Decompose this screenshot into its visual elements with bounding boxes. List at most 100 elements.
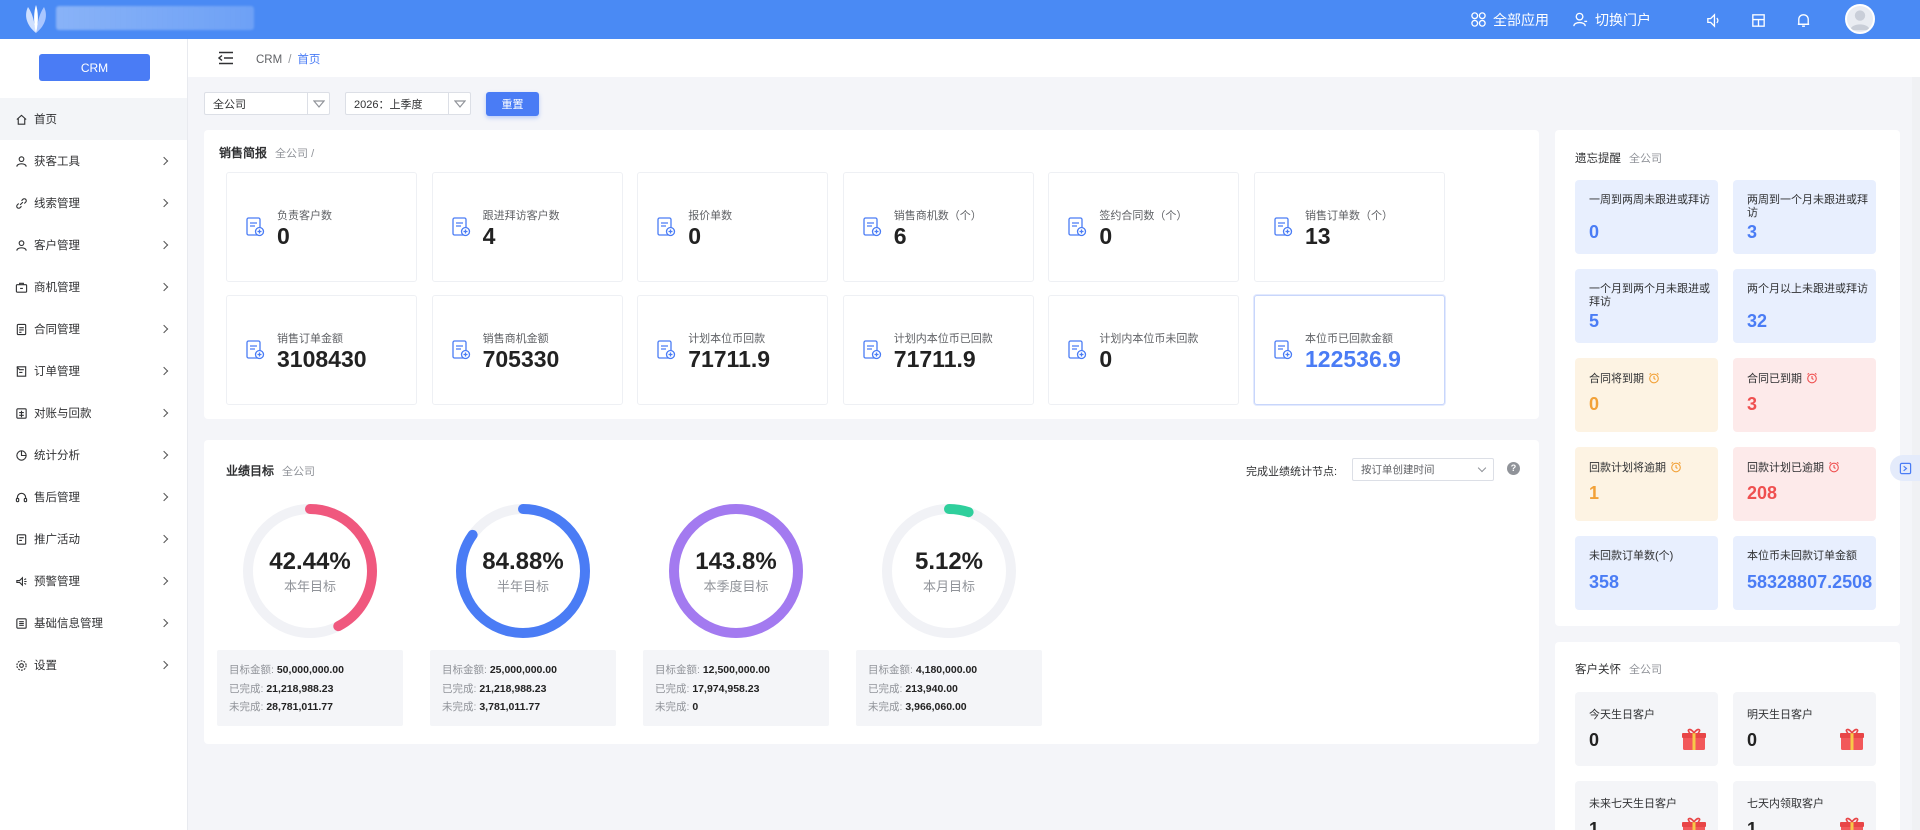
- reminder-card[interactable]: 回款计划已逾期 208: [1733, 447, 1876, 521]
- sidebar-item-3[interactable]: 客户管理: [0, 224, 187, 266]
- sidebar-item-13[interactable]: 设置: [0, 644, 187, 686]
- breadcrumb-current: 首页: [297, 54, 321, 66]
- gauge-progress: [669, 504, 803, 638]
- switch-portal-link[interactable]: 切换门户: [1572, 10, 1657, 30]
- reminder-card[interactable]: 合同将到期 0: [1575, 358, 1718, 432]
- all-apps-link[interactable]: 全部应用: [1470, 10, 1560, 30]
- stat-document-icon: [654, 215, 678, 239]
- reminder-card[interactable]: 两周到一个月未跟进或拜访 3: [1733, 180, 1876, 254]
- care-value: 0: [1747, 730, 1758, 750]
- reminders-title: 遗忘提醒 全公司: [1575, 150, 1662, 166]
- sidebar-item-0[interactable]: 首页: [0, 98, 187, 140]
- briefcase-icon: [14, 280, 28, 294]
- stat-document-icon: [449, 215, 473, 239]
- gauge-percent: 84.88%: [482, 548, 564, 575]
- reminder-card[interactable]: 一周到两周未跟进或拜访 0: [1575, 180, 1718, 254]
- sidebar-item-12[interactable]: 基础信息管理: [0, 602, 187, 644]
- stat-value: 122536.9: [1305, 346, 1401, 372]
- notification-button[interactable]: [1793, 10, 1813, 30]
- avatar-icon: [1850, 10, 1870, 31]
- chevron-right-icon: [159, 366, 169, 376]
- page-scrollbar[interactable]: [1912, 77, 1920, 830]
- contract-icon: [14, 322, 28, 336]
- gauge-label: 半年目标: [496, 579, 549, 594]
- sidebar-item-6[interactable]: 订单管理: [0, 350, 187, 392]
- stat-card[interactable]: 销售商机金额 705330: [431, 295, 623, 405]
- user-icon: [1573, 12, 1588, 27]
- side-float-button[interactable]: [1890, 455, 1920, 481]
- stat-card[interactable]: 销售订单金额 3108430: [226, 295, 417, 405]
- sidebar-item-label: 设置: [34, 660, 57, 672]
- sidebar-item-4[interactable]: 商机管理: [0, 266, 187, 308]
- sidebar-item-1[interactable]: 获客工具: [0, 140, 187, 182]
- sidebar-item-7[interactable]: 对账与回款: [0, 392, 187, 434]
- stat-card[interactable]: 负责客户数 0: [226, 172, 417, 282]
- reminder-card[interactable]: 一个月到两个月未跟进或拜访 5: [1575, 269, 1718, 343]
- stat-node-select[interactable]: 按订单创建时间: [1352, 458, 1494, 481]
- undone-amount-value: 0: [692, 701, 699, 713]
- user-avatar[interactable]: [1845, 4, 1875, 34]
- target-amount-key: 目标金额:: [229, 664, 274, 676]
- help-icon[interactable]: ?: [1507, 462, 1520, 475]
- done-amount-key: 已完成:: [442, 682, 477, 695]
- company-select[interactable]: 全公司: [204, 92, 330, 115]
- sidebar-item-2[interactable]: 线索管理: [0, 182, 187, 224]
- reminder-card[interactable]: 两个月以上未跟进或拜访 32: [1733, 269, 1876, 343]
- done-amount-value: 21,218,988.23: [266, 682, 334, 695]
- stat-card[interactable]: 跟进拜访客户数 4: [431, 172, 623, 282]
- breadcrumb-root[interactable]: CRM: [256, 54, 283, 66]
- stat-card[interactable]: 本位币已回款金额 122536.9: [1254, 295, 1445, 405]
- stat-card[interactable]: 报价单数 0: [637, 172, 829, 282]
- reminder-card[interactable]: 本位币未回款订单金额 58328807.2508: [1733, 536, 1876, 610]
- company-logo-icon[interactable]: [20, 3, 52, 35]
- undone-amount-key: 未完成:: [655, 701, 690, 713]
- care-card[interactable]: 未来七天生日客户 1: [1575, 781, 1718, 830]
- sidebar-item-11[interactable]: 预警管理: [0, 560, 187, 602]
- gear-icon: [14, 658, 28, 672]
- receipt-icon: [14, 406, 28, 420]
- stat-card[interactable]: 计划内本位币已回款 71711.9: [842, 295, 1034, 405]
- reminder-card[interactable]: 合同已到期 3: [1733, 358, 1876, 432]
- stat-card[interactable]: 销售商机数（个） 6: [842, 172, 1034, 282]
- expand-icon: [1899, 462, 1911, 474]
- stat-card[interactable]: 签约合同数（个） 0: [1048, 172, 1240, 282]
- reset-button[interactable]: 重置: [486, 92, 539, 116]
- chevron-down-icon: [307, 93, 329, 114]
- stat-card[interactable]: 计划本位币回款 71711.9: [637, 295, 829, 405]
- layout-button[interactable]: [1748, 10, 1768, 30]
- reminder-value: 5: [1589, 311, 1600, 331]
- reminder-card[interactable]: 未回款订单数(个) 358: [1575, 536, 1718, 610]
- target-summary-box: 目标金额: 12,500,000.00 已完成: 17,974,958.23 未完成…: [643, 650, 829, 726]
- sidebar-item-10[interactable]: 推广活动: [0, 518, 187, 560]
- chevron-right-icon: [159, 240, 169, 250]
- care-card[interactable]: 七天内领取客户 1: [1733, 781, 1876, 830]
- target-amount-value: 50,000,000.00: [276, 664, 344, 676]
- reminder-value: 0: [1589, 394, 1600, 414]
- stat-card[interactable]: 销售订单数（个） 13: [1254, 172, 1445, 282]
- pie-icon: [14, 448, 28, 462]
- undone-amount-key: 未完成:: [442, 701, 477, 713]
- crm-button[interactable]: CRM: [39, 54, 150, 81]
- company-select-value: 全公司: [213, 98, 246, 111]
- done-amount-value: 17,974,958.23: [692, 682, 760, 695]
- period-select[interactable]: 2026：上季度: [345, 92, 471, 115]
- care-card[interactable]: 明天生日客户 0: [1733, 692, 1876, 766]
- sidebar-item-8[interactable]: 统计分析: [0, 434, 187, 476]
- care-card[interactable]: 今天生日客户 0: [1575, 692, 1718, 766]
- stat-label: 计划内本位币未回款: [1099, 333, 1199, 345]
- undone-amount-key: 未完成:: [229, 701, 264, 713]
- collapse-menu-icon[interactable]: [218, 51, 234, 65]
- sidebar-item-9[interactable]: 售后管理: [0, 476, 187, 518]
- reminder-value: 3: [1747, 222, 1758, 242]
- sidebar-item-5[interactable]: 合同管理: [0, 308, 187, 350]
- home-icon: [14, 112, 28, 126]
- stat-label: 销售订单数（个）: [1305, 210, 1393, 222]
- gift-icon: [1680, 726, 1708, 752]
- stat-label: 销售商机金额: [482, 333, 549, 345]
- stat-value: 3108430: [277, 346, 367, 372]
- reminder-card[interactable]: 回款计划将逾期 1: [1575, 447, 1718, 521]
- sound-button[interactable]: [1703, 10, 1723, 30]
- stat-card[interactable]: 计划内本位币未回款 0: [1048, 295, 1240, 405]
- done-amount-key: 已完成:: [229, 682, 264, 695]
- performance-targets-panel: 业绩目标 全公司 完成业绩统计节点: 按订单创建时间 ? 42.44% 本年目标 目标…: [204, 440, 1539, 744]
